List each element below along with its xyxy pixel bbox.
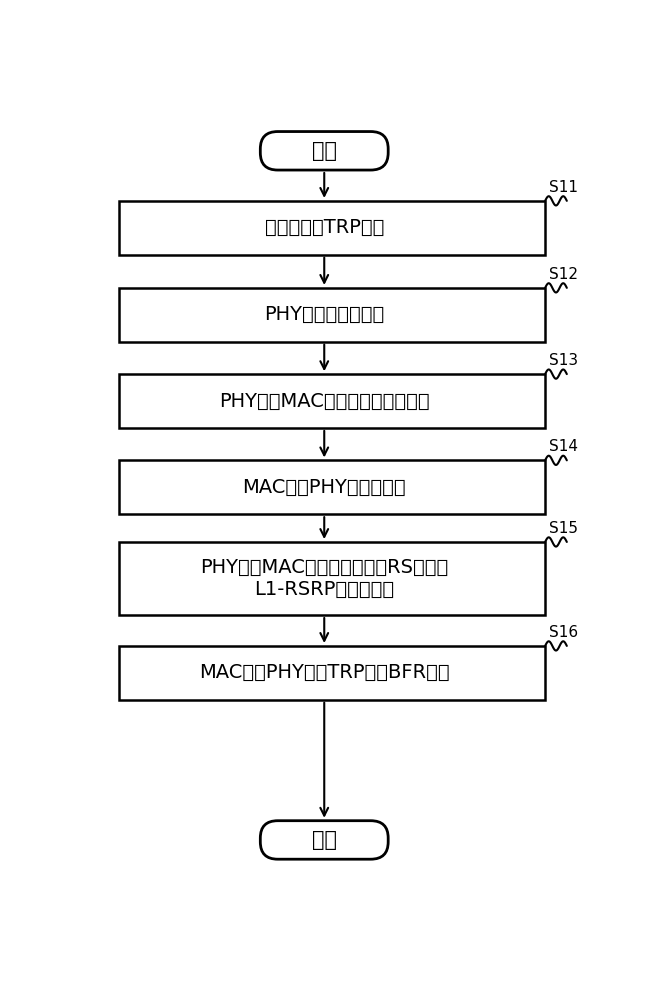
Text: PHY层向MAC层提供波束失败实例: PHY层向MAC层提供波束失败实例 bbox=[219, 392, 429, 411]
FancyBboxPatch shape bbox=[119, 646, 545, 700]
Text: S16: S16 bbox=[549, 625, 578, 640]
FancyBboxPatch shape bbox=[119, 374, 545, 428]
Text: PHY层向MAC层发送包括波束RS索引和
L1-RSRP测量的报告: PHY层向MAC层发送包括波束RS索引和 L1-RSRP测量的报告 bbox=[200, 558, 448, 599]
Text: S12: S12 bbox=[549, 267, 578, 282]
Text: S14: S14 bbox=[549, 439, 578, 454]
Text: MAC层向PHY层发送请求: MAC层向PHY层发送请求 bbox=[243, 478, 406, 497]
Text: S13: S13 bbox=[549, 353, 578, 368]
Text: 结束: 结束 bbox=[312, 830, 337, 850]
FancyBboxPatch shape bbox=[119, 201, 545, 255]
FancyBboxPatch shape bbox=[119, 460, 545, 514]
Text: MAC层使PHY层向TRP发送BFR请求: MAC层使PHY层向TRP发送BFR请求 bbox=[199, 663, 450, 682]
Text: 开始: 开始 bbox=[312, 141, 337, 161]
FancyBboxPatch shape bbox=[119, 288, 545, 342]
FancyBboxPatch shape bbox=[119, 542, 545, 615]
Text: 使用波束与TRP通信: 使用波束与TRP通信 bbox=[265, 218, 384, 237]
Text: S15: S15 bbox=[549, 521, 578, 536]
FancyBboxPatch shape bbox=[260, 132, 388, 170]
Text: PHY层检测波束失败: PHY层检测波束失败 bbox=[264, 305, 384, 324]
Text: S11: S11 bbox=[549, 180, 578, 195]
FancyBboxPatch shape bbox=[260, 821, 388, 859]
